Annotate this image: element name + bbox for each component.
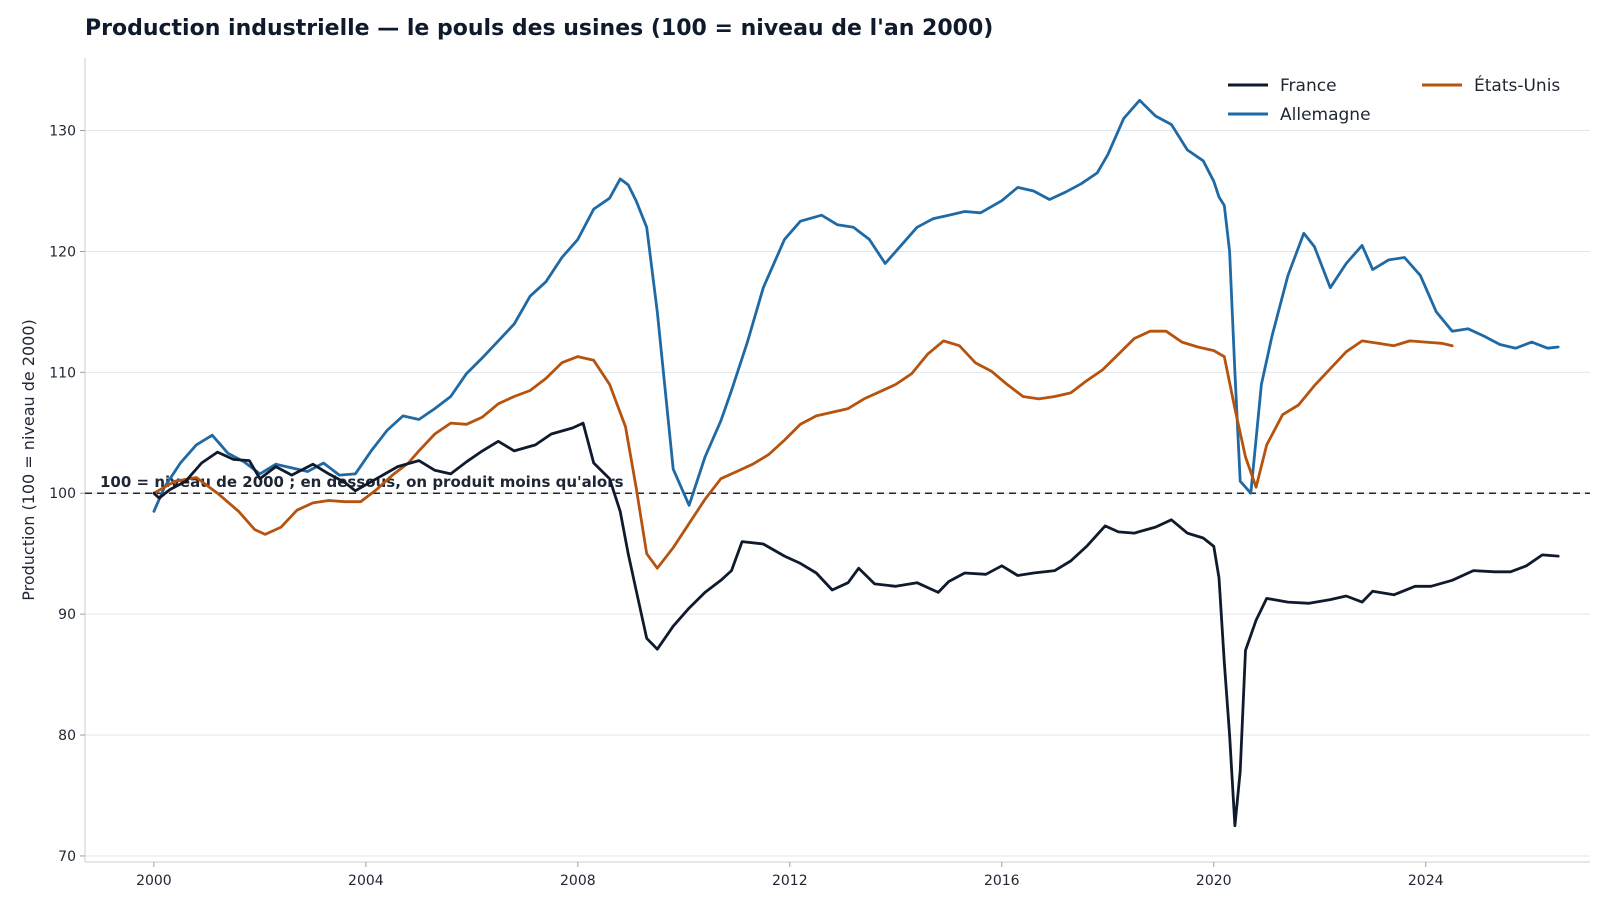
x-tick-label: 2012 [772, 873, 808, 889]
series-line-etats-unis [152, 329, 1454, 570]
series-line-france [152, 421, 1560, 828]
x-tick-label: 2000 [136, 873, 172, 889]
x-tick-label: 2008 [560, 873, 596, 889]
reference-line-group: 100 = niveau de 2000 ; en dessous, on pr… [85, 471, 1590, 495]
axes [84, 58, 1590, 863]
x-tick-label: 2016 [984, 873, 1020, 889]
y-tick-label: 100 [49, 486, 76, 502]
y-tick-label: 70 [58, 849, 76, 865]
y-axis-label: Production (100 = niveau de 2000) [19, 319, 38, 601]
legend-label-allemagne: Allemagne [1280, 105, 1371, 125]
series-line-allemagne [152, 98, 1560, 513]
x-tick-label: 2020 [1196, 873, 1232, 889]
y-tick-label: 80 [58, 728, 76, 744]
y-tick-label: 90 [58, 607, 76, 623]
legend-label-france: France [1280, 76, 1337, 96]
x-tick-label: 2024 [1408, 873, 1444, 889]
reference-line-label: 100 = niveau de 2000 ; en dessous, on pr… [100, 473, 624, 491]
grid-lines [85, 130, 1590, 857]
legend: France Allemagne États-Unis [1228, 74, 1560, 125]
x-tick-labels: 2000 2004 2008 2012 2016 2020 2024 [136, 862, 1444, 889]
chart-title: Production industrielle — le pouls des u… [85, 16, 993, 41]
x-tick-label: 2004 [348, 873, 384, 889]
series-lines [152, 98, 1560, 828]
y-tick-label: 110 [49, 365, 76, 381]
y-tick-labels: 70 80 90 100 110 120 130 [49, 124, 85, 865]
y-tick-label: 130 [49, 124, 76, 140]
legend-label-etats-unis: États-Unis [1474, 74, 1560, 96]
y-tick-label: 120 [49, 244, 76, 260]
